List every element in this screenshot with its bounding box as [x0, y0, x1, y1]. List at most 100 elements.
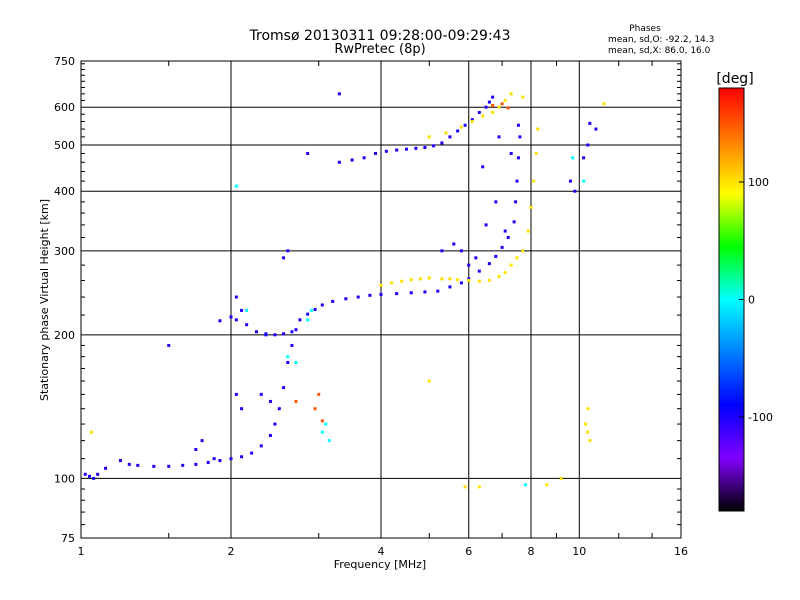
data-point [277, 407, 281, 411]
data-point [306, 318, 310, 322]
data-point [586, 407, 590, 411]
data-point [588, 439, 592, 443]
data-point [467, 263, 471, 267]
chart-title: Tromsø 20130311 09:28:00-09:29:43 [249, 28, 511, 44]
data-point [481, 165, 485, 169]
y-tick-label: 500 [54, 139, 75, 152]
data-point [206, 460, 210, 464]
data-point [440, 277, 444, 281]
data-point [390, 281, 394, 285]
data-point [290, 343, 294, 347]
data-point [337, 92, 341, 96]
data-point [127, 462, 131, 466]
data-point [104, 466, 108, 470]
data-point [573, 189, 577, 193]
data-point [484, 105, 488, 109]
data-point [427, 135, 431, 139]
colorbar-label: [deg] [716, 71, 753, 87]
data-point [487, 262, 491, 266]
data-point [427, 276, 431, 280]
data-point [474, 256, 478, 260]
data-point [571, 156, 575, 160]
data-point [497, 105, 501, 109]
data-point [90, 430, 94, 434]
y-tick-label: 100 [54, 472, 75, 485]
data-point [320, 419, 324, 423]
data-point [448, 135, 452, 139]
colorbar-tick-label: -100 [748, 411, 773, 424]
data-point [240, 308, 244, 312]
y-tick-label: 600 [54, 101, 75, 114]
data-point [306, 151, 310, 155]
data-point [92, 476, 96, 480]
phases-o-stats: mean, sd,O: -92.2, 14.3 [608, 35, 714, 45]
data-point [448, 277, 452, 281]
data-point [423, 290, 427, 294]
data-point [534, 151, 538, 155]
data-point [337, 160, 341, 164]
data-point [282, 332, 286, 336]
data-point [524, 483, 528, 487]
data-point [512, 220, 516, 224]
data-point [152, 464, 156, 468]
y-axis-label: Stationary phase Virtual Height [km] [38, 199, 51, 401]
data-point [506, 106, 510, 110]
data-point [167, 464, 171, 468]
data-point [212, 457, 216, 461]
data-point [240, 407, 244, 411]
data-point [286, 360, 290, 364]
data-point [536, 127, 540, 131]
data-point [470, 118, 474, 122]
data-point [545, 483, 549, 487]
data-point [290, 330, 294, 334]
data-point [229, 457, 233, 461]
data-point [259, 392, 263, 396]
colorbar-tick-label: 0 [748, 294, 755, 307]
data-point [509, 263, 513, 267]
data-point [234, 318, 238, 322]
data-point [309, 308, 313, 312]
data-point [331, 299, 335, 303]
data-point [452, 242, 456, 246]
data-point [602, 102, 606, 106]
data-point [467, 277, 471, 281]
data-point [491, 104, 495, 108]
data-point [268, 399, 272, 403]
colorbar-tick-label: 100 [748, 176, 769, 189]
data-point [515, 179, 519, 183]
data-point [497, 275, 501, 279]
data-point [518, 135, 522, 139]
data-point [491, 110, 495, 114]
data-point [503, 229, 507, 233]
x-axis-ticks: 1 2 4 6 8 10 16 [78, 61, 688, 558]
data-point [368, 293, 372, 297]
chart-subtitle: RwPretec (8p) [334, 42, 425, 57]
data-point [481, 114, 485, 118]
data-point [444, 131, 448, 135]
data-point [229, 315, 233, 319]
data-point [83, 472, 87, 476]
data-point [514, 200, 518, 204]
data-point [200, 439, 204, 443]
data-point [414, 146, 418, 150]
x-tick-label: 4 [378, 545, 385, 558]
data-point [477, 485, 481, 489]
data-point [467, 278, 471, 282]
data-point [500, 102, 504, 106]
data-point [264, 332, 268, 336]
data-point [218, 459, 222, 463]
data-point [448, 285, 452, 289]
data-point [515, 256, 519, 260]
data-point [477, 269, 481, 273]
data-point [594, 127, 598, 131]
x-tick-label: 1 [78, 545, 85, 558]
data-point [516, 123, 520, 127]
data-point [423, 145, 427, 149]
data-point [432, 144, 436, 148]
data-point [463, 123, 467, 127]
data-point [586, 430, 590, 434]
data-point [588, 121, 592, 125]
data-point [294, 360, 298, 364]
data-point [245, 308, 249, 312]
data-point [532, 179, 536, 183]
